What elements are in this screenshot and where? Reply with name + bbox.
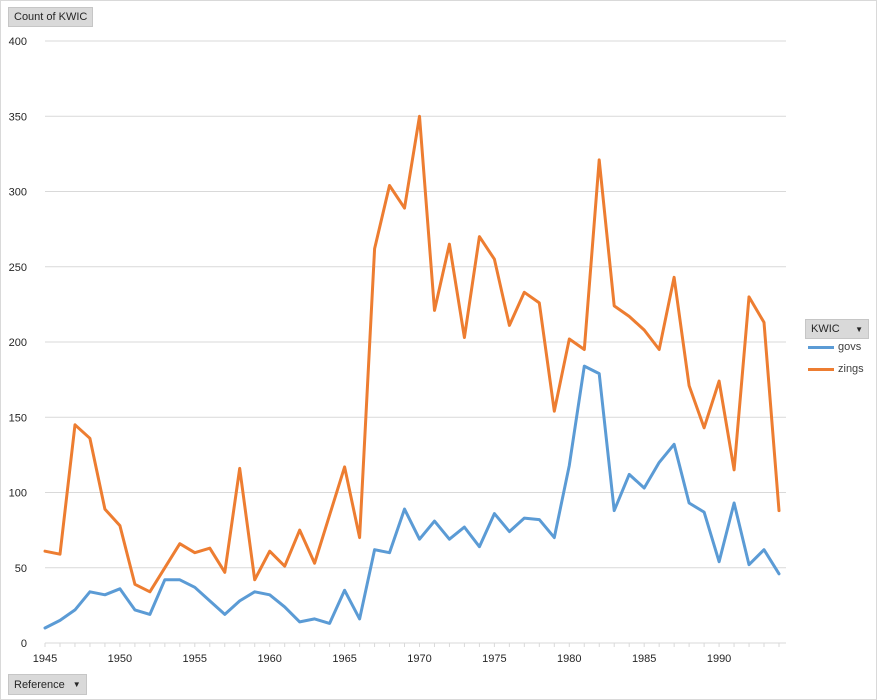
y-tick-label: 350 — [9, 111, 27, 123]
y-tick-label: 0 — [21, 638, 27, 650]
legend-swatch-zings — [808, 368, 834, 371]
y-tick-label: 300 — [9, 187, 27, 199]
legend-swatch-govs — [808, 346, 834, 349]
x-tick-label: 1980 — [557, 653, 581, 665]
legend-label-govs: govs — [838, 341, 862, 353]
axis-field-label: Reference — [14, 679, 65, 691]
axis-field-button[interactable]: Reference ▼ — [8, 674, 87, 695]
y-tick-label: 100 — [9, 488, 27, 500]
axes: 0 50 100 150 200 250 300 350 400 1945 1950 1955 1960… — [9, 36, 786, 665]
legend-label-zings: zings — [838, 363, 864, 375]
y-tick-label: 250 — [9, 262, 27, 274]
x-tick-label: 1990 — [707, 653, 731, 665]
x-tick-label: 1960 — [257, 653, 281, 665]
gridlines — [45, 40, 786, 569]
dropdown-arrow-icon: ▼ — [72, 680, 81, 689]
y-tick-label: 150 — [9, 412, 27, 424]
series-line-govs — [43, 364, 781, 630]
x-tick-label: 1955 — [183, 653, 207, 665]
x-tick-label: 1945 — [33, 653, 57, 665]
x-tick-label: 1950 — [108, 653, 132, 665]
y-tick-label: 400 — [9, 36, 27, 48]
x-tick-label: 1970 — [407, 653, 431, 665]
x-tick-label: 1975 — [482, 653, 506, 665]
x-tick-label: 1985 — [632, 653, 656, 665]
legend-field-button[interactable]: KWIC ▼ — [805, 319, 869, 339]
series-lines — [43, 114, 781, 630]
dropdown-arrow-icon: ▼ — [855, 325, 863, 334]
value-field-button[interactable]: Count of KWIC — [8, 7, 94, 27]
value-field-label: Count of KWIC — [14, 11, 88, 23]
y-tick-label: 200 — [9, 337, 27, 349]
legend-field-label: KWIC — [811, 323, 840, 335]
y-tick-label: 50 — [15, 563, 27, 575]
series-line-zings — [43, 114, 781, 594]
x-tick-label: 1965 — [332, 653, 356, 665]
